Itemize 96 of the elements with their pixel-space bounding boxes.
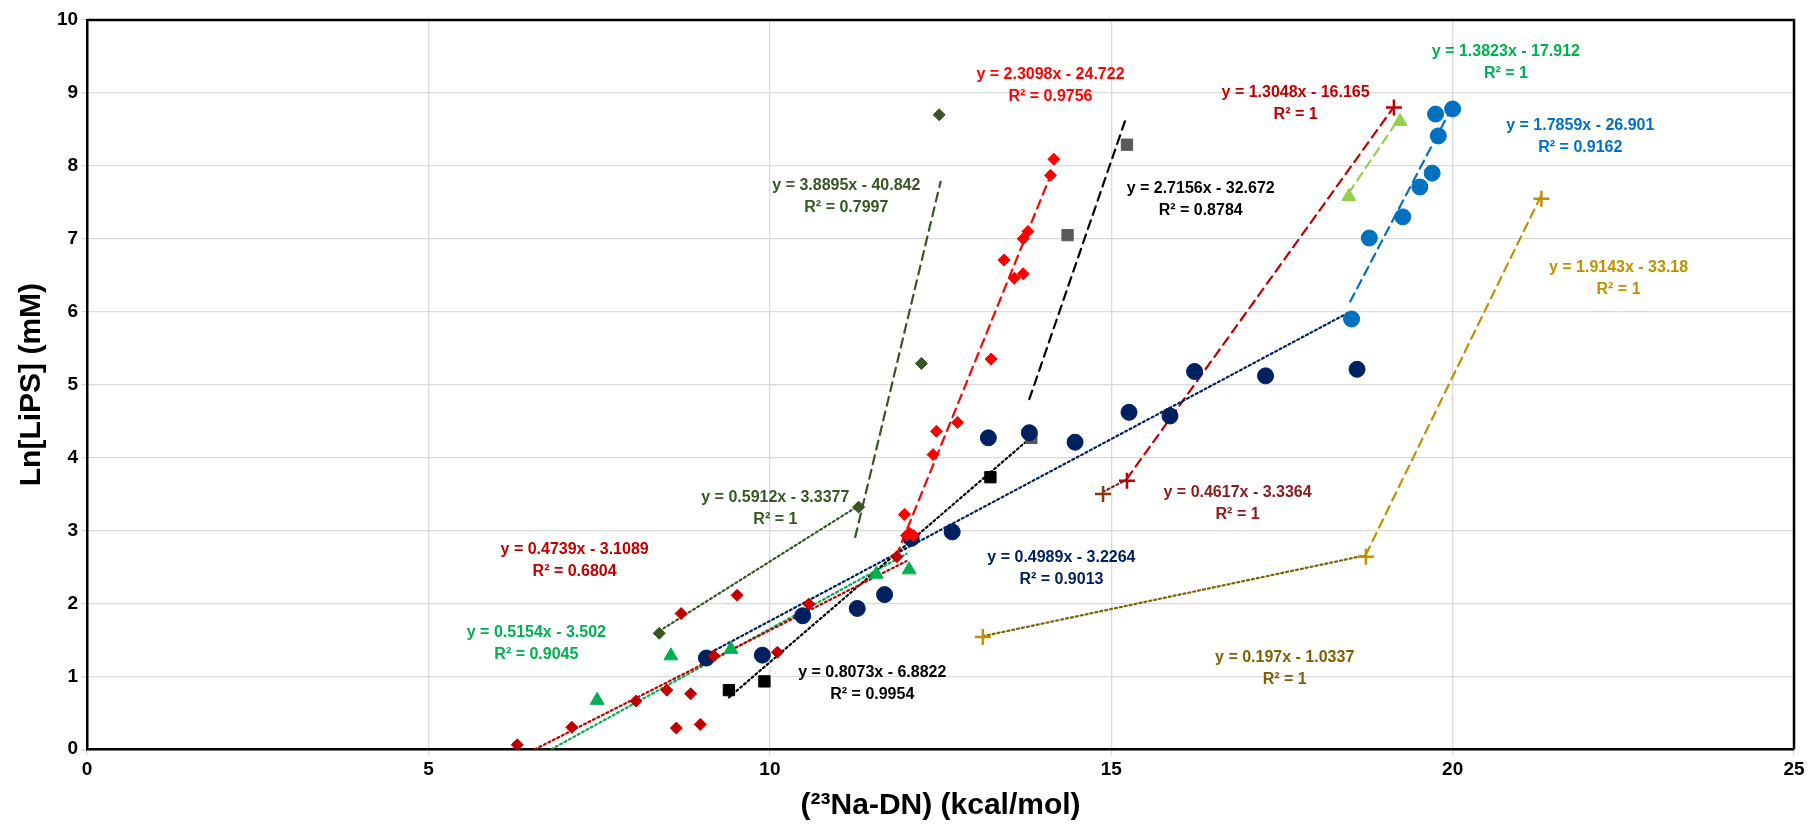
y-tick-label: 0 xyxy=(67,737,79,759)
series-label: y = 0.8073x - 6.8822 R² = 0.9954 xyxy=(798,662,947,702)
point xyxy=(1423,164,1441,182)
point xyxy=(794,607,812,625)
text: y = 0.4617x - 3.3364 R² = 1 xyxy=(1163,482,1312,522)
point xyxy=(1016,232,1030,246)
series-label: y = 3.8895x - 40.842 R² = 0.7997 xyxy=(772,175,921,215)
point xyxy=(1061,228,1074,242)
point xyxy=(652,626,666,640)
y-tick-label: 1 xyxy=(67,664,79,686)
point xyxy=(722,683,736,697)
point xyxy=(1411,178,1429,196)
point xyxy=(973,627,993,647)
y-tick-label: 8 xyxy=(67,154,79,176)
point xyxy=(926,448,940,462)
point xyxy=(1021,224,1035,238)
point xyxy=(753,646,771,664)
y-tick-label: 4 xyxy=(67,445,79,467)
y-tick-label: 7 xyxy=(67,226,79,248)
point xyxy=(1429,127,1447,145)
point xyxy=(707,649,721,663)
text: y = 1.7859x - 26.901 R² = 0.9162 xyxy=(1506,116,1655,156)
x-tick-label: 25 xyxy=(1783,757,1805,779)
point xyxy=(929,424,943,438)
series-label: y = 2.7156x - 32.672 R² = 0.8784 xyxy=(1126,178,1275,218)
point xyxy=(876,586,894,604)
point xyxy=(802,597,816,611)
point xyxy=(1257,367,1275,385)
point xyxy=(932,108,946,122)
point xyxy=(1047,152,1061,166)
series-label: y = 0.5912x - 3.3377 R² = 1 xyxy=(701,487,850,527)
point xyxy=(1532,189,1551,208)
annotation: y = 0.5154x - 3.502 R² = 0.9045 xyxy=(466,622,607,662)
point xyxy=(1356,547,1376,566)
text: y = 0.197x - 1.0337 R² = 1 xyxy=(1215,648,1355,688)
point xyxy=(1161,407,1179,425)
point xyxy=(1020,424,1038,442)
x-tick-label: 20 xyxy=(1442,757,1464,779)
point xyxy=(1117,471,1137,491)
y-tick-label: 10 xyxy=(56,8,79,30)
point xyxy=(730,588,744,602)
point xyxy=(758,675,771,688)
point xyxy=(914,356,928,370)
point xyxy=(901,561,917,575)
point xyxy=(1384,98,1404,117)
point xyxy=(1360,229,1378,247)
point xyxy=(984,352,998,366)
x-tick-label: 10 xyxy=(759,757,781,779)
point xyxy=(1120,138,1134,151)
point xyxy=(565,720,579,734)
point xyxy=(848,599,866,617)
point xyxy=(674,607,688,621)
point xyxy=(1444,100,1462,118)
point xyxy=(897,507,911,521)
point xyxy=(852,500,866,514)
point xyxy=(660,683,674,697)
point xyxy=(693,717,707,731)
point xyxy=(890,550,904,564)
y-axis-title: Ln[LiPS] (mM) xyxy=(13,282,47,487)
point xyxy=(1093,484,1113,504)
x-tick-label: 0 xyxy=(81,757,93,779)
text: y = 0.4989x - 3.2264 R² = 0.9013 xyxy=(987,548,1136,588)
point xyxy=(629,694,643,708)
point xyxy=(951,416,965,430)
annotation: y = 0.4739x - 3.1089 R² = 0.6804 xyxy=(500,540,649,580)
y-tick-label: 9 xyxy=(67,81,79,103)
point xyxy=(979,429,997,447)
point xyxy=(984,471,997,484)
y-tick-label: 5 xyxy=(67,372,79,394)
point xyxy=(1016,267,1030,281)
point xyxy=(1043,168,1057,182)
x-axis-title: (²³Na-DN) (kcal/mol) xyxy=(800,787,1081,821)
point xyxy=(1343,310,1361,328)
point xyxy=(1348,360,1366,378)
series-label: y = 1.3048x - 16.165 R² = 1 xyxy=(1221,83,1370,123)
point xyxy=(510,738,524,750)
point xyxy=(663,647,679,661)
x-tick-label: 15 xyxy=(1100,757,1123,779)
text: y = 2.3098x - 24.722 R² = 0.9756 xyxy=(976,65,1125,105)
point xyxy=(943,523,961,541)
point xyxy=(770,645,784,659)
point xyxy=(684,687,698,701)
point xyxy=(1007,271,1021,285)
x-tick-label: 5 xyxy=(423,757,435,779)
point xyxy=(669,721,683,735)
text: y = 1.9143x - 33.18 R² = 1 xyxy=(1548,258,1689,298)
annotation: y = 1.3823x - 17.912 R² = 1 xyxy=(1431,42,1581,82)
y-tick-label: 2 xyxy=(67,591,79,613)
point xyxy=(1394,208,1412,226)
point xyxy=(1120,403,1138,421)
point xyxy=(1066,433,1084,451)
point xyxy=(997,253,1011,267)
y-tick-label: 3 xyxy=(67,518,79,540)
y-tick-label: 6 xyxy=(67,299,79,321)
point xyxy=(1186,362,1204,380)
point xyxy=(1427,105,1445,123)
